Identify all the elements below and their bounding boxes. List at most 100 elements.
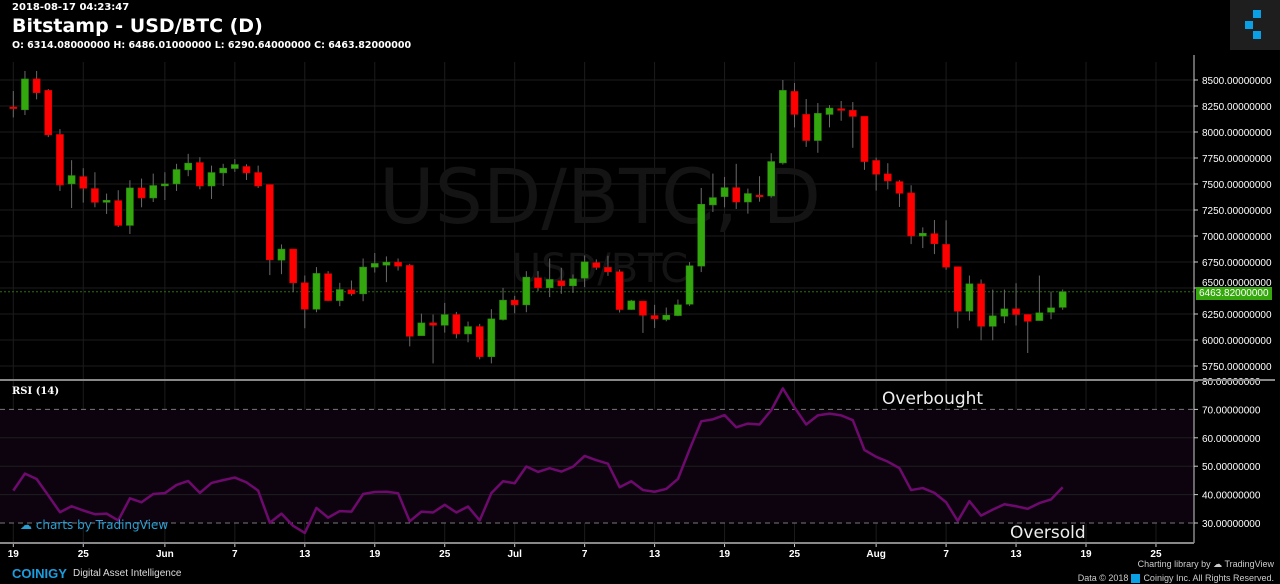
candle — [592, 259, 601, 270]
candle — [382, 256, 391, 283]
candle — [347, 280, 356, 296]
date-tick-label: Aug — [866, 549, 885, 560]
candle — [709, 173, 717, 212]
date-tick-label: 13 — [649, 549, 661, 560]
candle — [965, 275, 974, 321]
candle — [615, 269, 624, 313]
rsi-band — [0, 408, 1194, 524]
candle-body-down — [942, 244, 950, 268]
axes: 8500.00000000 8250.00000000 8000.00000000 7… — [0, 55, 1275, 560]
candle-body-up — [767, 161, 776, 197]
candle-body-down — [977, 283, 985, 327]
candle-body-down — [639, 300, 647, 316]
candle-body-up — [965, 283, 974, 312]
candle — [370, 253, 379, 273]
candle-body-down — [79, 176, 88, 189]
candle — [300, 275, 309, 329]
candle-body-down — [930, 233, 939, 244]
coinigy-brand[interactable]: COINIGY — [12, 566, 67, 581]
charting-library-credit[interactable]: Charting library by ☁ TradingView — [1138, 559, 1274, 570]
candle — [510, 295, 519, 314]
candle-body-down — [32, 78, 41, 93]
candle-body-down — [732, 187, 741, 203]
candle — [953, 266, 962, 329]
candle-body-down — [9, 106, 18, 109]
price-tick-label: 5750.00000000 — [1202, 362, 1272, 373]
candle — [102, 193, 111, 214]
candle — [79, 168, 88, 203]
candle — [849, 102, 857, 148]
candle — [207, 165, 216, 199]
candle-body-down — [114, 200, 123, 226]
price-tick-label: 6000.00000000 — [1202, 336, 1272, 347]
candle-body-down — [883, 173, 892, 182]
candle — [1012, 283, 1020, 326]
candle — [1047, 291, 1055, 320]
candle — [172, 163, 181, 191]
candle-body-down — [405, 265, 414, 337]
candle — [487, 309, 496, 364]
candle-body-down — [266, 184, 274, 261]
candle-body-up — [207, 172, 216, 187]
candle-body-up — [1058, 291, 1067, 308]
candle-body-up — [464, 326, 472, 335]
candle — [545, 258, 554, 298]
candle-body-down — [860, 116, 869, 162]
candle — [825, 105, 834, 128]
charting-library-text: Charting library by — [1137, 559, 1211, 569]
candle-body-up — [149, 185, 158, 199]
candle-body-down — [907, 192, 915, 237]
candle-body-down — [324, 273, 332, 301]
candle-body-up — [102, 200, 111, 203]
candle-body-down — [91, 188, 99, 203]
candle — [161, 172, 169, 201]
candle-body-up — [277, 248, 286, 261]
candle-body-up — [161, 183, 169, 187]
candle-body-up — [312, 273, 321, 310]
price-tick-label: 6250.00000000 — [1202, 310, 1272, 321]
candle — [627, 299, 636, 310]
candle-body-up — [184, 162, 192, 171]
date-tick-label: 25 — [1150, 549, 1162, 560]
ohlc-readout: O: 6314.08000000 H: 6486.01000000 L: 629… — [12, 40, 412, 51]
candle — [1023, 314, 1032, 353]
candle-body-down — [196, 162, 204, 187]
candle-body-down — [790, 91, 799, 115]
candle — [755, 176, 764, 202]
candle-body-down — [429, 322, 437, 326]
rsi-tick-label: 60.00000000 — [1202, 434, 1261, 445]
candle-body-down — [534, 277, 542, 289]
candle — [475, 323, 484, 360]
candle-body-up — [499, 299, 507, 320]
candle-body-up — [370, 263, 379, 268]
date-tick-label: 25 — [78, 549, 90, 560]
date-tick-label: 25 — [439, 549, 451, 560]
candle — [312, 267, 321, 313]
candle-body-up — [1000, 308, 1009, 317]
oversold-label: Oversold — [1010, 523, 1086, 543]
candle-body-down — [650, 315, 659, 320]
candle — [184, 153, 192, 177]
candle-body-up — [487, 318, 496, 357]
candle — [522, 271, 531, 313]
candle-body-up — [382, 261, 391, 266]
candle — [534, 271, 542, 292]
watermark-main: USD/BTC, D — [379, 152, 821, 241]
candle-body-up — [918, 232, 927, 237]
tradingview-badge[interactable]: ☁ charts by TradingView — [20, 518, 168, 532]
candle-body-down — [953, 266, 962, 312]
candle — [907, 185, 915, 245]
candle — [977, 279, 985, 341]
candle-body-up — [172, 169, 181, 185]
candle — [767, 153, 776, 198]
candle — [685, 262, 694, 306]
candle — [67, 160, 76, 209]
candle-body-up — [231, 164, 239, 169]
rsi-tick-label: 30.00000000 — [1202, 519, 1261, 530]
date-tick-label: 13 — [1010, 549, 1022, 560]
copyright: Data © 2018 Coinigy Inc. All Rights Reser… — [1078, 573, 1274, 584]
candle — [231, 159, 239, 172]
date-tick-label: 19 — [1080, 549, 1092, 560]
coinigy-logo-icon[interactable] — [1230, 0, 1280, 50]
